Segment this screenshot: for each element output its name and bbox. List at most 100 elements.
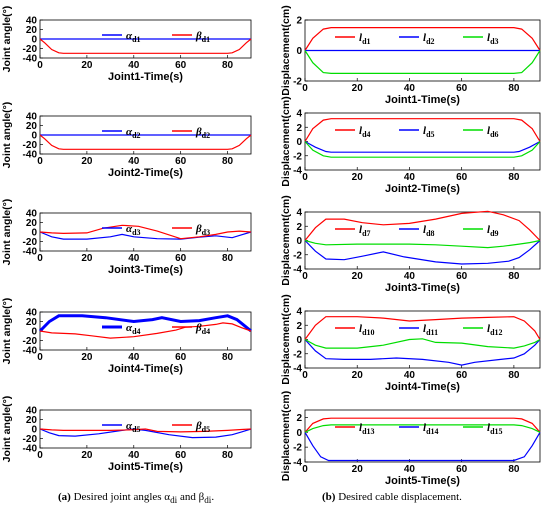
legend-label: ld3 xyxy=(487,32,499,46)
y-tick-label: 40 xyxy=(26,209,38,220)
y-tick-label: 0 xyxy=(31,228,37,239)
y-tick-label: 2 xyxy=(296,123,302,134)
x-tick-label: 40 xyxy=(404,271,416,282)
x-tick-label: 80 xyxy=(508,83,520,94)
chart-left-1: 0 20 40 60 8040200-20-40Joint1-Time(s)Joint … xyxy=(1,6,252,83)
y-tick-label: 0 xyxy=(296,137,302,148)
x-axis-label: Joint2-Time(s) xyxy=(108,167,183,179)
x-tick-label: 40 xyxy=(128,156,140,167)
x-tick-label: 60 xyxy=(175,60,187,71)
chart-left-3: 0 20 40 60 8040200-20-40Joint3-Time(s)Joint … xyxy=(1,199,252,276)
legend-label: ld14 xyxy=(423,422,439,436)
legend-label: ld9 xyxy=(487,224,499,238)
legend-label: ld7 xyxy=(359,224,371,238)
y-tick-label: 40 xyxy=(26,406,38,417)
x-tick-label: 40 xyxy=(404,464,416,475)
series-line-blue xyxy=(304,140,541,153)
series-line-red xyxy=(304,27,541,51)
legend-label: βd2 xyxy=(195,126,210,140)
x-tick-label: 20 xyxy=(81,60,93,71)
y-axis-label: Displacement(cm) xyxy=(280,96,292,186)
y-tick-label: -20 xyxy=(23,237,38,248)
x-axis-label: Joint4-Time(s) xyxy=(385,381,460,393)
series-line-red xyxy=(39,322,252,339)
y-tick-label: 20 xyxy=(26,317,38,328)
y-tick-label: -20 xyxy=(23,44,38,55)
y-tick-label: 4 xyxy=(296,307,302,318)
series-line-blue xyxy=(304,339,541,366)
x-tick-label: 40 xyxy=(404,172,416,183)
legend-label: ld6 xyxy=(487,125,499,139)
x-tick-label: 20 xyxy=(352,83,364,94)
series-line-red xyxy=(304,118,541,142)
plot-frame xyxy=(39,212,252,252)
y-tick-label: 4 xyxy=(296,208,302,219)
y-axis-label: Displacement(cm) xyxy=(280,294,292,384)
x-tick-label: 20 xyxy=(81,253,93,264)
chart-left-2: 0 20 40 60 8040200-20-40Joint2-Time(s)Joint … xyxy=(1,102,252,179)
x-tick-label: 80 xyxy=(508,271,520,282)
x-tick-label: 20 xyxy=(81,156,93,167)
x-axis-label: Joint1-Time(s) xyxy=(108,71,183,83)
y-axis-label: Displacement(cm) xyxy=(280,391,292,481)
x-axis-label: Joint4-Time(s) xyxy=(108,363,183,375)
x-tick-label: 60 xyxy=(456,464,468,475)
legend-label: αd2 xyxy=(126,126,141,140)
y-tick-label: -2 xyxy=(293,250,302,261)
x-tick-label: 60 xyxy=(456,83,468,94)
chart-right-4: 0 20 40 60 80420-2-4Joint4-Time(s)Displaceme… xyxy=(280,294,541,393)
y-axis-label: Joint angle(°) xyxy=(1,396,13,463)
chart-right-3: 0 20 40 60 80420-2-4Joint3-Time(s)Displaceme… xyxy=(280,195,541,294)
y-axis-label: Displacement(cm) xyxy=(280,195,292,285)
y-axis-label: Joint angle(°) xyxy=(1,6,13,73)
x-tick-label: 20 xyxy=(352,271,364,282)
series-line-red xyxy=(39,134,252,150)
x-tick-label: 80 xyxy=(222,253,234,264)
series-line-red xyxy=(304,210,541,241)
series-line-red xyxy=(304,417,541,433)
x-axis-label: Joint3-Time(s) xyxy=(108,264,183,276)
x-tick-label: 0 xyxy=(302,370,308,381)
x-tick-label: 0 xyxy=(37,60,43,71)
legend-label: ld10 xyxy=(359,323,375,337)
x-tick-label: 80 xyxy=(508,464,520,475)
y-tick-label: 40 xyxy=(26,112,38,123)
caption-b: (b) Desired cable displacement. xyxy=(322,491,462,503)
y-tick-label: -2 xyxy=(293,443,302,454)
x-axis-label: Joint5-Time(s) xyxy=(385,475,460,487)
series-line-blue xyxy=(304,240,541,265)
y-axis-label: Joint angle(°) xyxy=(1,298,13,365)
y-tick-label: 40 xyxy=(26,308,38,319)
chart-right-1: 0 20 40 60 8020-2Joint1-Time(s)Displacement(… xyxy=(280,5,541,106)
x-tick-label: 60 xyxy=(456,271,468,282)
y-tick-label: 4 xyxy=(296,109,302,120)
x-tick-label: 0 xyxy=(302,83,308,94)
series-line-red xyxy=(304,316,541,340)
x-tick-label: 0 xyxy=(302,172,308,183)
x-tick-label: 0 xyxy=(37,450,43,461)
y-tick-label: -4 xyxy=(293,166,302,177)
y-tick-label: 0 xyxy=(296,428,302,439)
series-line-green xyxy=(304,141,541,158)
y-tick-label: -20 xyxy=(23,336,38,347)
y-tick-label: 0 xyxy=(31,425,37,436)
x-tick-label: 40 xyxy=(404,83,416,94)
y-tick-label: 20 xyxy=(26,25,38,36)
y-tick-label: 2 xyxy=(296,413,302,424)
legend-label: αd3 xyxy=(126,223,141,237)
y-tick-label: -4 xyxy=(293,364,302,375)
chart-left-4: 0 20 40 60 8040200-20-40Joint4-Time(s)Joint … xyxy=(1,298,252,375)
legend-label: βd5 xyxy=(195,420,210,434)
series-line-green xyxy=(304,338,541,349)
x-tick-label: 20 xyxy=(352,172,364,183)
y-tick-label: 0 xyxy=(31,35,37,46)
legend-label: ld4 xyxy=(359,125,371,139)
y-tick-label: -40 xyxy=(23,54,38,65)
x-tick-label: 80 xyxy=(222,156,234,167)
legend-label: βd3 xyxy=(195,223,210,237)
x-tick-label: 80 xyxy=(222,60,234,71)
legend-label: ld8 xyxy=(423,224,435,238)
x-tick-label: 0 xyxy=(37,156,43,167)
x-tick-label: 20 xyxy=(81,352,93,363)
